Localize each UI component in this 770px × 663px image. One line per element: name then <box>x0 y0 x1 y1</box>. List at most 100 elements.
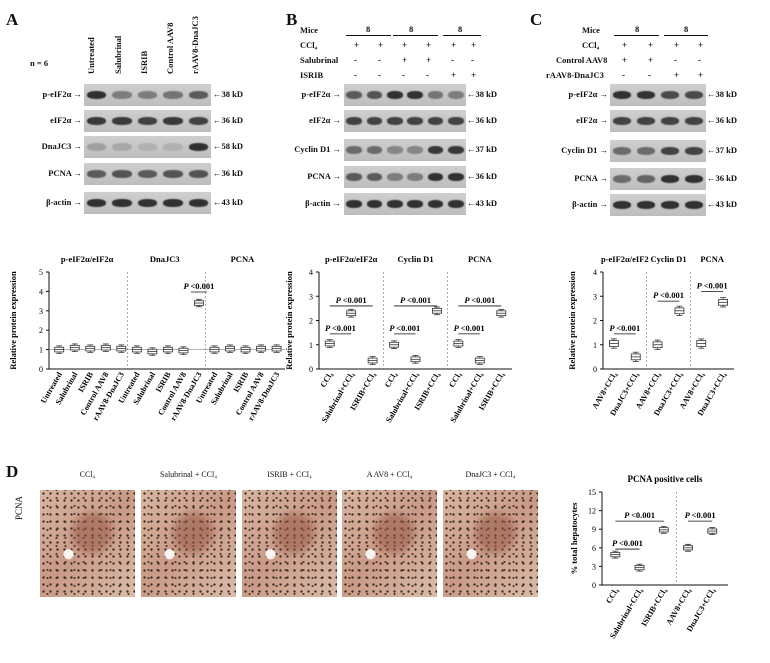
blot-strip <box>610 168 706 190</box>
treatment-sign: + <box>698 70 704 80</box>
p-value-label: P <0.001 <box>464 295 495 305</box>
x-tick-label: CCl₄ <box>319 370 335 389</box>
row-label: rAAV8-DnaJC3 <box>546 70 604 80</box>
blot-strip <box>610 84 706 106</box>
blot-band <box>407 173 423 181</box>
blot-band <box>636 91 656 99</box>
blot-band <box>346 117 362 125</box>
blot-strip <box>344 193 466 215</box>
image-caption: CCl₄ <box>79 470 96 479</box>
mice-count: 8 <box>366 24 371 34</box>
treatment-sign: - <box>471 55 474 65</box>
panel-label-c: C <box>530 10 543 29</box>
y-tick-label: 1 <box>39 346 43 355</box>
y-tick-label: 2 <box>593 317 597 326</box>
y-tick-label: 3 <box>593 292 597 301</box>
panel-label-a: A <box>6 10 19 29</box>
blot-protein-label: DnaJC3 → <box>41 141 82 151</box>
blot-band <box>137 117 158 125</box>
blot-band <box>684 91 704 99</box>
blot-band <box>346 173 362 181</box>
blot-band <box>366 117 383 125</box>
blot-band <box>87 91 107 99</box>
blot-strip <box>344 110 466 132</box>
y-tick-label: 4 <box>309 268 313 277</box>
treatment-sign: + <box>648 55 654 65</box>
group-title: p-eIF2α/eIF2 <box>601 254 649 264</box>
blot-band <box>137 170 158 178</box>
blot-strip <box>344 139 466 161</box>
x-tick-label: CCl₄ <box>383 370 399 389</box>
blot-band <box>112 117 132 125</box>
blot-kd-label: ←36 kD <box>707 115 737 125</box>
blot-band <box>660 201 680 209</box>
treatment-sign: + <box>402 40 408 50</box>
blot-band <box>112 91 132 99</box>
treatment-sign: + <box>471 40 477 50</box>
blot-protein-label: eIF2α → <box>50 115 82 125</box>
group-title: Cyclin D1 <box>650 254 686 264</box>
blot-band <box>660 91 680 99</box>
group-underline <box>393 35 438 36</box>
blot-band <box>87 199 107 207</box>
row-label: CCl₄ <box>300 40 318 50</box>
y-tick-label: 3 <box>592 562 596 571</box>
group-underline <box>664 35 708 36</box>
blot-band <box>612 91 632 99</box>
treatment-sign: - <box>674 55 677 65</box>
blot-band <box>188 143 208 151</box>
treatment-sign: - <box>698 55 701 65</box>
blot-kd-label: ←58 kD <box>213 141 243 151</box>
y-tick-label: 5 <box>39 268 43 277</box>
y-tick-label: 2 <box>309 317 313 326</box>
blot-band <box>407 200 423 208</box>
treatment-sign: - <box>648 70 651 80</box>
blot-band <box>346 91 362 99</box>
group-underline <box>614 35 659 36</box>
group-title: p-eIF2α/eIF2α <box>325 254 378 264</box>
blot-band <box>407 146 423 154</box>
blot-band <box>660 175 680 183</box>
x-tick-label: CCl₄ <box>604 586 620 605</box>
group-title: PCNA <box>468 254 492 264</box>
treatment-sign: + <box>378 40 384 50</box>
group-title: PCNA <box>231 254 255 264</box>
blot-band <box>448 146 464 154</box>
panel-label-b: B <box>286 10 298 29</box>
blot-band <box>448 173 464 181</box>
group-underline <box>346 35 391 36</box>
p-value-label: P <0.001 <box>454 323 485 333</box>
blot-protein-label: β-actin → <box>572 199 608 209</box>
blot-band <box>366 146 383 154</box>
blot-band <box>163 199 183 207</box>
p-value-label: P <0.001 <box>609 323 640 333</box>
group-title: DnaJC3 <box>150 254 180 264</box>
y-axis-label: Relative protein expression <box>8 271 18 370</box>
liver-histology-image <box>40 490 135 597</box>
blot-kd-label: ←36 kD <box>707 173 737 183</box>
image-caption: DnaJC3 + CCl₄ <box>465 470 516 479</box>
y-tick-label: 0 <box>309 365 313 374</box>
row-label: CCl₄ <box>582 40 600 50</box>
y-tick-label: 4 <box>39 287 43 296</box>
blot-strip <box>84 84 211 106</box>
blot-kd-label: ←37 kD <box>467 144 497 154</box>
blot-protein-label: β-actin → <box>305 198 341 208</box>
blot-band <box>612 201 632 209</box>
blot-band <box>407 117 423 125</box>
treatment-sign: + <box>674 70 680 80</box>
panel-label-d: D <box>6 462 19 481</box>
image-caption: Salubrinal + CCl₄ <box>159 470 218 479</box>
treatment-sign: + <box>451 70 457 80</box>
p-value-label: P <0.001 <box>624 510 655 520</box>
blot-band <box>612 175 632 183</box>
group-title: p-eIF2α/eIF2α <box>61 254 114 264</box>
treatment-sign: - <box>451 55 454 65</box>
liver-histology-image <box>141 490 236 597</box>
blot-band <box>366 173 383 181</box>
blot-band <box>137 143 158 151</box>
blot-band <box>112 199 132 207</box>
group-underline <box>443 35 481 36</box>
blot-band <box>163 170 183 178</box>
blot-band <box>684 117 704 125</box>
